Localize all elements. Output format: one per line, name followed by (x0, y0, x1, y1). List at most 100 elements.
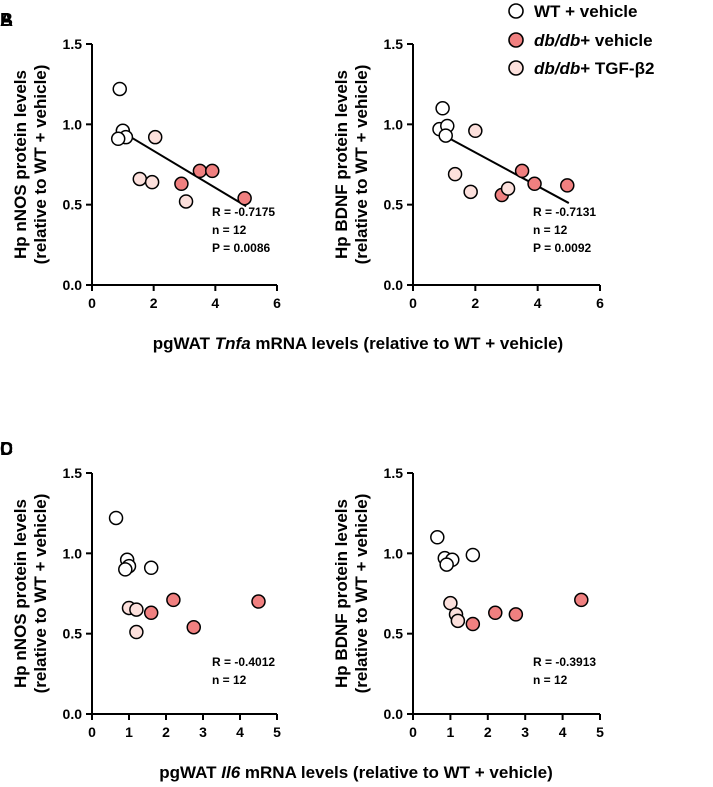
legend-label-dbdb-vehicle-rest: + vehicle (580, 31, 652, 50)
panel-d-stat: n = 12 (533, 673, 568, 687)
chart-panels: A0.00.51.01.50 2 4 6Hp nNOS protein levels(… (0, 10, 604, 740)
panel-b-x-tick-label: 6 (596, 295, 604, 311)
panel-c-y-tick-label: 1.5 (63, 465, 83, 481)
panel-d-point-db-db-vehicle (574, 592, 589, 608)
panel-a-x-tick-label: 6 (273, 295, 281, 311)
panel-a-x-tick-label: 2 (150, 295, 158, 311)
panel-b: B0.00.51.01.50 2 4 6Hp BDNF protein levels(… (0, 10, 604, 311)
panel-c-point-db-db-tgf-2 (129, 624, 144, 640)
panel-d-letter: D (0, 439, 13, 459)
legend-marker-wt-vehicle (508, 3, 524, 19)
panel-a-letter: A (0, 10, 13, 30)
x-axis-title-bottom: pgWAT Il6 mRNA levels (relative to WT + … (159, 763, 552, 782)
panel-b-letter: B (0, 10, 13, 30)
panel-b-point-db-db-vehicle (560, 178, 575, 193)
panel-c-point-db-db-tgf-2 (129, 602, 144, 617)
panel-a-stat: P = 0.0086 (212, 241, 270, 255)
panel-a-point-db-db-vehicle (174, 176, 189, 192)
panel-b-y-tick-label: 1.5 (384, 36, 404, 52)
panel-b-regression-line (443, 134, 570, 204)
panel-b-point-db-db-tgf-2 (500, 181, 516, 196)
panel-d-point-db-db-tgf-2 (450, 613, 466, 629)
panel-c-y-title-line2: (relative to WT + vehicle) (31, 494, 50, 694)
panel-c-x-tick-label: 4 (236, 724, 244, 740)
panel-a-y-title-line1: Hp nNOS protein levels (11, 70, 30, 259)
panel-b-x-tick-label: 0 (409, 295, 417, 311)
x-axis-title-top-gene: Tnfa (215, 334, 251, 353)
panel-a-y-tick-label: 0.5 (63, 197, 83, 213)
panel-d-x-tick-label: 5 (596, 724, 604, 740)
panel-b-y-tick-label: 0.0 (384, 277, 404, 293)
panel-a-point-db-db-tgf-2 (178, 194, 194, 209)
legend-label-dbdb-tgfb2-rest: + TGF-β2 (580, 59, 654, 78)
panel-a-regression-line (122, 131, 247, 208)
panel-a-y-tick-label: 1.5 (63, 36, 83, 52)
x-axis-title-bottom-pre: pgWAT (159, 763, 221, 782)
panel-d-y-tick-label: 0.5 (384, 626, 404, 642)
panel-a: A 0.0 0.5 1.0 1.5 0 2 4 6 Hp nNOS protein levels(… (0, 10, 281, 311)
panel-b-point-db-db-vehicle (527, 176, 542, 192)
legend-marker-dbdb-vehicle (508, 32, 524, 48)
panel-a-point-wt-vehicle (112, 81, 127, 97)
panel-c-x-tick-label: 2 (162, 724, 170, 740)
panel-c-y-tick-label: 1.0 (63, 545, 83, 561)
panel-c-point-wt-vehicle (118, 562, 133, 577)
panel-b-point-db-db-tgf-2 (447, 166, 463, 182)
panel-d-point-wt-vehicle (430, 530, 445, 545)
panel-b-stat: R = -0.7131 (533, 205, 596, 219)
panel-b-stat: P = 0.0092 (533, 241, 591, 255)
panel-a-x-tick-label: 4 (211, 295, 219, 311)
panel-b-point-db-db-tgf-2 (463, 184, 478, 200)
panel-c-x-tick-label: 5 (273, 724, 281, 740)
panel-d-stat: R = -0.3913 (533, 655, 596, 669)
x-axis-title-bottom-post: mRNA levels (relative to WT + vehicle) (240, 763, 553, 782)
panel-a-point-db-db-vehicle (192, 163, 208, 179)
panel-b-y-tick-label: 0.5 (384, 197, 404, 213)
panel-c-point-db-db-vehicle (143, 605, 159, 621)
panel-b-y-tick-label: 1.0 (384, 116, 404, 132)
panel-a-point-db-db-tgf-2 (147, 129, 163, 145)
panel-d-y-title-line2: (relative to WT + vehicle) (352, 494, 371, 694)
panel-a-point-wt-vehicle (110, 131, 126, 147)
panel-a-point-db-db-tgf-2 (144, 174, 160, 190)
panel-d-point-wt-vehicle (439, 557, 454, 572)
panel-c-stat: n = 12 (212, 673, 247, 687)
panel-c-x-tick-label: 1 (125, 724, 133, 740)
panel-d-y-tick-label: 1.5 (384, 465, 404, 481)
panel-a-y-title-line2: (relative to WT + vehicle) (31, 65, 50, 265)
panel-c-letter: C (0, 439, 13, 459)
legend-label-dbdb-vehicle-italic: db/db (534, 31, 580, 50)
legend-label-dbdb-vehicle: db/db+ vehicle (534, 31, 653, 50)
x-axis-title-bottom-gene: Il6 (221, 763, 240, 782)
panel-a-x-tick-label: 0 (88, 295, 96, 311)
panel-b-y-title-line2: (relative to WT + vehicle) (352, 65, 371, 265)
legend: WT + vehicle db/db+ vehicle db/db+ TGF-β… (508, 2, 654, 78)
panel-a-point-db-db-tgf-2 (132, 171, 148, 187)
panel-d-point-db-db-vehicle (465, 616, 481, 632)
panel-a-point-db-db-vehicle (237, 190, 252, 206)
panel-d-y-title-line1: Hp BDNF protein levels (332, 499, 351, 688)
legend-label-dbdb-tgfb2-italic: db/db (534, 59, 580, 78)
panel-c-point-db-db-vehicle (166, 592, 181, 608)
x-axis-title-top-pre: pgWAT (153, 334, 215, 353)
panel-c-y-title-line1: Hp nNOS protein levels (11, 499, 30, 688)
panel-c-point-wt-vehicle (108, 510, 124, 526)
panel-c-x-tick-label: 0 (88, 724, 96, 740)
panel-a-y-tick-label: 0.0 (63, 277, 83, 293)
panel-d-point-db-db-vehicle (488, 605, 503, 621)
x-axis-title-top: pgWAT Tnfa mRNA levels (relative to WT +… (153, 334, 563, 353)
panel-b-point-db-db-tgf-2 (468, 123, 483, 139)
panel-d-point-db-db-tgf-2 (443, 595, 458, 611)
panel-d-x-tick-label: 0 (409, 724, 417, 740)
panel-b-y-title-line1: Hp BDNF protein levels (332, 70, 351, 259)
panel-a-point-db-db-vehicle (205, 163, 220, 179)
panel-d-x-tick-label: 1 (447, 724, 455, 740)
panel-d-point-db-db-vehicle (508, 607, 524, 622)
panel-c-x-tick-label: 3 (199, 724, 207, 740)
panel-b-point-wt-vehicle (435, 101, 450, 116)
panel-b-point-wt-vehicle (438, 128, 453, 143)
panel-d-point-wt-vehicle (465, 547, 481, 563)
panel-b-x-tick-label: 2 (471, 295, 479, 311)
panel-b-stat: n = 12 (533, 223, 568, 237)
panel-a-y-tick-label: 1.0 (63, 116, 83, 132)
